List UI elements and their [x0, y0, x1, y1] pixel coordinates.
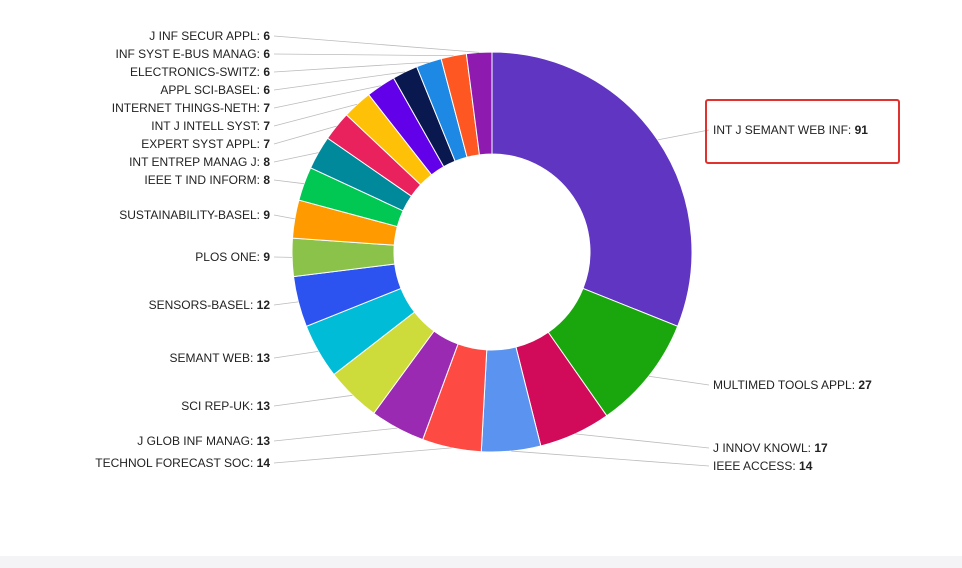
- leader-line: [273, 427, 398, 442]
- slice-label-value: 6: [263, 83, 270, 97]
- slice-label: MULTIMED TOOLS APPL: 27: [713, 378, 872, 392]
- slice-label: INT J INTELL SYST: 7: [151, 119, 270, 133]
- slice-int-j-semant-web-inf[interactable]: [491, 51, 693, 327]
- slice-label-value: 9: [263, 250, 270, 264]
- slice-label-value: 6: [263, 29, 270, 43]
- leader-line: [273, 301, 299, 306]
- labels-layer: INT J SEMANT WEB INF: 91 MULTIMED TOOLS A…: [95, 29, 872, 473]
- slice-label: INT ENTREP MANAG J: 8: [129, 155, 270, 169]
- slice-label: INTERNET THINGS-NETH: 7: [112, 101, 271, 115]
- slice-label: INT J SEMANT WEB INF: 91: [713, 123, 868, 137]
- leader-line: [657, 129, 710, 141]
- leader-line: [273, 103, 358, 127]
- slice-label-value: 7: [263, 101, 270, 115]
- slice-label-name: INF SYST E-BUS MANAG:: [116, 47, 264, 61]
- slice-label-name: SCI REP-UK:: [181, 399, 256, 413]
- slice-label: INF SYST E-BUS MANAG: 6: [116, 47, 271, 61]
- leader-line: [273, 394, 353, 407]
- slice-label-name: APPL SCI-BASEL:: [160, 83, 263, 97]
- slice-label-value: 91: [855, 123, 869, 137]
- leader-line: [273, 214, 295, 220]
- slice-label-value: 9: [263, 208, 270, 222]
- slice-label: J INF SECUR APPL: 6: [149, 29, 270, 43]
- leader-line: [273, 152, 319, 163]
- slice-label-value: 17: [814, 441, 828, 455]
- leader-line: [511, 450, 710, 467]
- slice-label-value: 13: [257, 351, 271, 365]
- slice-label-value: 8: [263, 173, 270, 187]
- slice-label-name: INT ENTREP MANAG J:: [129, 155, 263, 169]
- slice-label-name: IEEE T IND INFORM:: [144, 173, 263, 187]
- leader-line: [273, 350, 319, 359]
- slice-label-value: 8: [263, 155, 270, 169]
- leader-line: [273, 85, 381, 109]
- slice-label-value: 6: [263, 47, 270, 61]
- slice-label: J GLOB INF MANAG: 13: [137, 434, 270, 448]
- slice-label-value: 6: [263, 65, 270, 79]
- slice-label: J INNOV KNOWL: 17: [713, 441, 828, 455]
- slice-label: IEEE ACCESS: 14: [713, 459, 813, 473]
- slice-label-name: INT J INTELL SYST:: [151, 119, 263, 133]
- slice-label-value: 13: [257, 434, 271, 448]
- slice-j-inf-secur-appl[interactable]: [465, 51, 493, 156]
- footer-strip: [0, 556, 962, 568]
- slice-label: SEMANT WEB: 13: [170, 351, 271, 365]
- slice-label: IEEE T IND INFORM: 8: [144, 173, 270, 187]
- highlight-box: [705, 99, 900, 164]
- slice-label: APPL SCI-BASEL: 6: [160, 83, 270, 97]
- slice-label-value: 7: [263, 137, 270, 151]
- slices-layer: [291, 51, 693, 453]
- slice-label-value: 27: [858, 378, 872, 392]
- slice-label-name: EXPERT SYST APPL:: [141, 137, 263, 151]
- slice-label-name: J INNOV KNOWL:: [713, 441, 814, 455]
- slice-label-name: TECHNOL FORECAST SOC:: [95, 456, 256, 470]
- leader-line: [273, 179, 305, 185]
- leader-line: [273, 35, 480, 53]
- slice-label-name: PLOS ONE:: [195, 250, 263, 264]
- leader-line: [273, 61, 429, 73]
- slice-label-name: INT J SEMANT WEB INF:: [713, 123, 855, 137]
- slice-label-name: SENSORS-BASEL:: [149, 298, 257, 312]
- slice-label-name: J INF SECUR APPL:: [149, 29, 263, 43]
- slice-label-name: INTERNET THINGS-NETH:: [112, 101, 264, 115]
- leader-lines-layer: [273, 35, 710, 467]
- leader-line: [273, 53, 454, 57]
- donut-chart: INT J SEMANT WEB INF: 91 MULTIMED TOOLS A…: [95, 29, 900, 473]
- slice-label: EXPERT SYST APPL: 7: [141, 137, 270, 151]
- slice-label-value: 14: [799, 459, 813, 473]
- slice-label: SCI REP-UK: 13: [181, 399, 270, 413]
- slice-label-name: J GLOB INF MANAG:: [137, 434, 256, 448]
- slice-label-value: 7: [263, 119, 270, 133]
- leader-line: [273, 447, 452, 464]
- leader-line: [273, 125, 337, 145]
- slice-label-name: MULTIMED TOOLS APPL:: [713, 378, 858, 392]
- slice-label-value: 13: [257, 399, 271, 413]
- slice-label-value: 12: [257, 298, 271, 312]
- slice-label: PLOS ONE: 9: [195, 250, 270, 264]
- slice-label: SUSTAINABILITY-BASEL: 9: [119, 208, 270, 222]
- slice-label-value: 14: [257, 456, 271, 470]
- leader-line: [575, 433, 710, 449]
- slice-label-name: SEMANT WEB:: [170, 351, 257, 365]
- slice-label: TECHNOL FORECAST SOC: 14: [95, 456, 270, 470]
- slice-label: ELECTRONICS-SWITZ: 6: [130, 65, 270, 79]
- slice-label-name: ELECTRONICS-SWITZ:: [130, 65, 263, 79]
- slice-label-name: SUSTAINABILITY-BASEL:: [119, 208, 263, 222]
- slice-label: SENSORS-BASEL: 12: [149, 298, 271, 312]
- leader-line: [273, 71, 406, 91]
- slice-label-name: IEEE ACCESS:: [713, 459, 799, 473]
- leader-line: [648, 375, 710, 386]
